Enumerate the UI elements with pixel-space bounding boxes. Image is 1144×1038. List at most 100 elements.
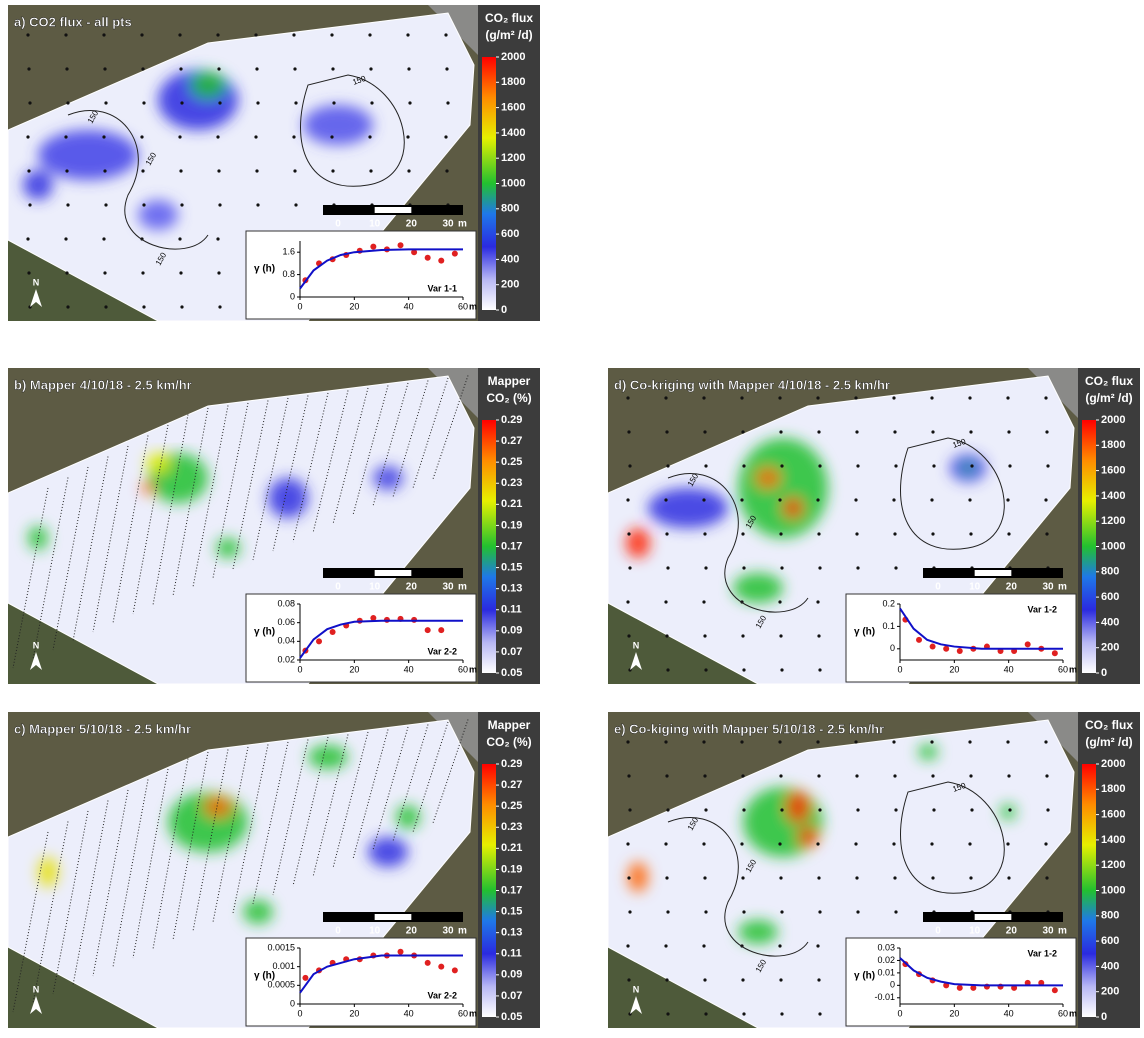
sample-point	[26, 33, 29, 36]
sample-point	[780, 808, 783, 811]
sample-point	[26, 135, 29, 138]
sample-point	[855, 876, 858, 879]
sample-point	[930, 842, 933, 845]
sample-point	[179, 169, 182, 172]
y-tick-label: 0.02	[877, 955, 895, 965]
sample-point	[780, 910, 783, 913]
variogram-point	[316, 638, 322, 644]
sample-point	[27, 67, 30, 70]
sample-point	[103, 169, 106, 172]
sample-point	[104, 305, 107, 308]
scale-bar-label: 30	[442, 219, 454, 230]
sample-point	[817, 532, 820, 535]
sample-point	[893, 876, 896, 879]
sample-point	[702, 600, 705, 603]
colorbar-tick-label: 1800	[1101, 439, 1125, 451]
sample-point	[816, 842, 819, 845]
colorbar-tick-label: 0.25	[501, 800, 522, 812]
colorbar-tick-label: 600	[1101, 591, 1119, 603]
colorbar-tick-label: 0.17	[501, 884, 522, 896]
y-tick-label: 0.8	[282, 269, 295, 279]
north-label: N	[33, 277, 40, 287]
sample-point	[740, 498, 743, 501]
heat-blob	[23, 170, 53, 200]
sample-point	[141, 169, 144, 172]
sample-point	[627, 978, 630, 981]
sample-point	[628, 566, 631, 569]
north-label: N	[33, 984, 40, 994]
colorbar-tick-label: 0.21	[501, 498, 522, 510]
colorbar-tick-label: 200	[1101, 986, 1119, 998]
sample-point	[779, 774, 782, 777]
scale-bar-label: 10	[969, 582, 981, 593]
sample-point	[703, 634, 706, 637]
scale-bar-label: 10	[369, 219, 381, 230]
y-tick-label: 0.03	[877, 942, 895, 952]
sample-point	[254, 135, 257, 138]
sample-point	[666, 464, 669, 467]
heat-blob	[216, 538, 240, 558]
sample-point	[778, 498, 781, 501]
colorbar-tick-label: 200	[1101, 642, 1119, 654]
colorbar	[1082, 420, 1096, 673]
sample-point	[816, 944, 819, 947]
sample-point	[294, 101, 297, 104]
x-tick-label: 20	[949, 664, 959, 674]
heat-blob	[786, 791, 810, 823]
heat-blob	[243, 900, 273, 924]
sample-point	[1007, 774, 1010, 777]
sample-point	[855, 430, 858, 433]
variogram-point	[425, 255, 431, 261]
scale-bar-segment	[375, 207, 412, 213]
x-tick-label: 0	[297, 664, 302, 674]
heat-blob	[626, 528, 650, 558]
sample-point	[816, 498, 819, 501]
colorbar-tick-label: 800	[501, 203, 519, 215]
x-tick-label: 20	[949, 1008, 959, 1018]
sample-point	[1007, 876, 1010, 879]
sample-point	[817, 430, 820, 433]
sample-point	[665, 774, 668, 777]
colorbar-tick-label: 0.23	[501, 477, 522, 489]
scale-bar-segment	[975, 914, 1012, 920]
x-tick-label: 0	[297, 1008, 302, 1018]
north-label: N	[33, 640, 40, 650]
x-tick-label: 40	[1004, 664, 1014, 674]
y-tick-label: 1.6	[282, 247, 295, 257]
scale-bar-label: 20	[406, 582, 418, 593]
colorbar-tick-label: 1200	[1101, 515, 1125, 527]
y-tick-label: 0.0015	[267, 942, 295, 952]
sample-point	[66, 305, 69, 308]
colorbar-title: CO₂ (%)	[486, 735, 531, 749]
sample-point	[856, 910, 859, 913]
sample-point	[628, 808, 631, 811]
sample-point	[217, 169, 220, 172]
sample-point	[1044, 842, 1047, 845]
sample-point	[930, 740, 933, 743]
colorbar-tick-label: 600	[1101, 935, 1119, 947]
colorbar-tick-label: 400	[1101, 616, 1119, 628]
sample-point	[703, 978, 706, 981]
variogram-point	[957, 985, 963, 991]
sample-point	[969, 430, 972, 433]
sample-point	[818, 566, 821, 569]
sample-point	[893, 430, 896, 433]
sample-point	[217, 67, 220, 70]
y-tick-label: 0	[290, 998, 295, 1008]
sample-point	[702, 944, 705, 947]
sample-point	[779, 634, 782, 637]
y-tick-label: 0.01	[877, 967, 895, 977]
scale-bar-label: 30	[1042, 582, 1054, 593]
colorbar-title: Mapper	[488, 374, 531, 388]
sample-point	[742, 668, 745, 671]
sample-point	[1006, 740, 1009, 743]
colorbar-tick-label: 1400	[501, 127, 525, 139]
colorbar-tick-label: 800	[1101, 910, 1119, 922]
sample-point	[742, 464, 745, 467]
y-axis-label: γ (h)	[254, 971, 275, 982]
colorbar-tick-label: 0.25	[501, 456, 522, 468]
sample-point	[778, 842, 781, 845]
sample-point	[817, 634, 820, 637]
scale-bar-label: 0	[335, 219, 341, 230]
x-tick-label: 20	[349, 1008, 359, 1018]
